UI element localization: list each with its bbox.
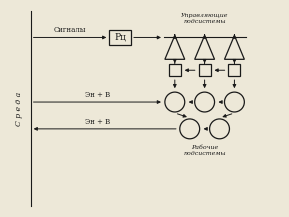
Text: С р е д а: С р е д а [15, 92, 23, 126]
Text: Эн + В: Эн + В [85, 118, 110, 126]
Text: Сигналы: Сигналы [54, 26, 86, 35]
Text: Управляющие
подсистемы: Управляющие подсистемы [181, 13, 228, 23]
Text: Рц: Рц [114, 33, 126, 42]
Text: Эн + В: Эн + В [85, 91, 110, 99]
Text: Рабочие
подсистемы: Рабочие подсистемы [183, 145, 226, 156]
